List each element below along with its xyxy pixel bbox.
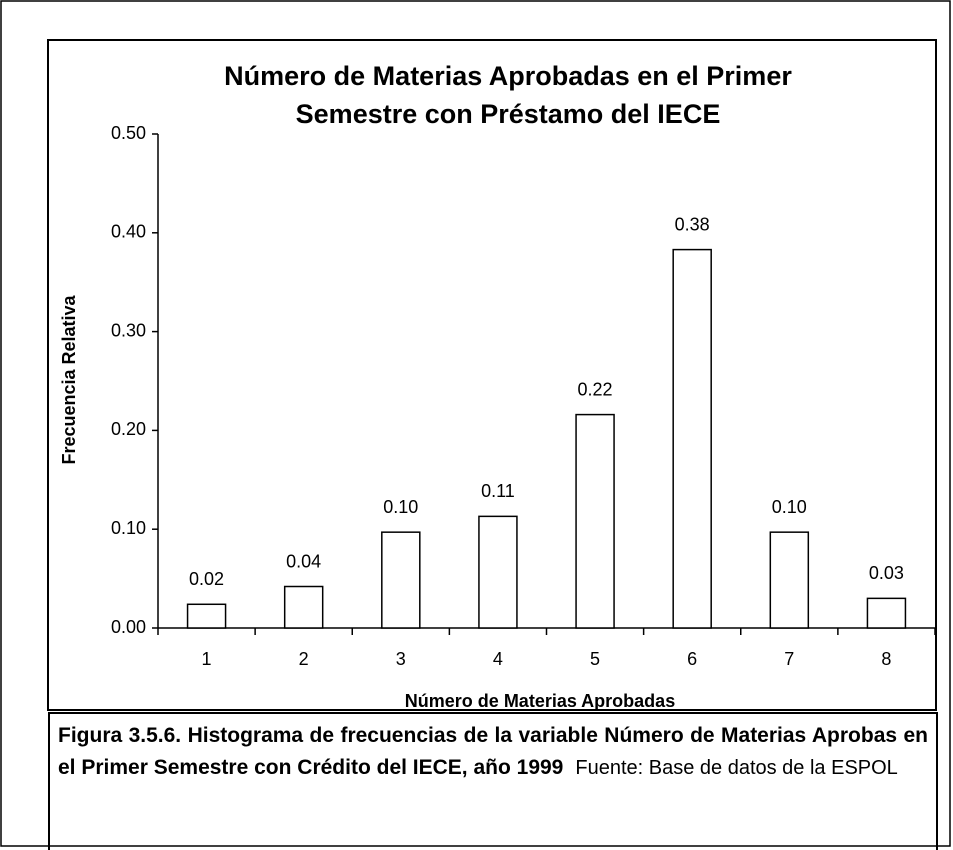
chart-frame	[47, 39, 937, 711]
bar	[769, 531, 810, 629]
y-axis-label: Frecuencia Relativa	[59, 294, 79, 464]
chart-title: Semestre con Préstamo del IECE	[296, 99, 721, 129]
x-tick-label: 1	[202, 649, 212, 669]
x-tick-label: 8	[881, 649, 891, 669]
bar	[672, 248, 712, 629]
y-tick-label: 0.00	[111, 617, 146, 637]
y-tick-label: 0.20	[111, 419, 146, 439]
data-label: 0.03	[869, 563, 904, 583]
data-label: 0.04	[286, 551, 321, 571]
y-tick-label: 0.40	[111, 222, 146, 242]
data-label: 0.38	[675, 214, 710, 234]
x-tick-label: 4	[493, 649, 503, 669]
caption-text: Figura 3.5.6. Histograma de frecuencias …	[58, 724, 928, 779]
y-tick-label: 0.50	[111, 123, 146, 143]
caption: Figura 3.5.6. Histograma de frecuencias …	[48, 712, 938, 850]
x-tick-label: 7	[784, 649, 794, 669]
y-tick-label: 0.10	[111, 518, 146, 538]
bar	[381, 531, 421, 629]
x-tick-label: 2	[299, 649, 309, 669]
x-axis-label: Número de Materias Aprobadas	[405, 691, 675, 711]
x-tick-label: 5	[590, 649, 600, 669]
y-tick-label: 0.30	[111, 320, 146, 340]
data-label: 0.11	[481, 481, 515, 501]
x-tick-label: 3	[396, 649, 406, 669]
bar	[575, 413, 615, 629]
bar	[866, 597, 907, 629]
caption-source: Fuente: Base de datos de la ESPOL	[575, 757, 898, 779]
data-label: 0.22	[578, 379, 613, 399]
data-label: 0.10	[383, 497, 418, 517]
x-tick-label: 6	[687, 649, 697, 669]
data-label: 0.10	[772, 497, 807, 517]
data-label: 0.02	[189, 569, 224, 589]
bar	[283, 585, 324, 629]
bar	[478, 515, 518, 629]
bar	[186, 603, 227, 629]
chart-title: Número de Materias Aprobadas en el Prime…	[224, 61, 792, 91]
